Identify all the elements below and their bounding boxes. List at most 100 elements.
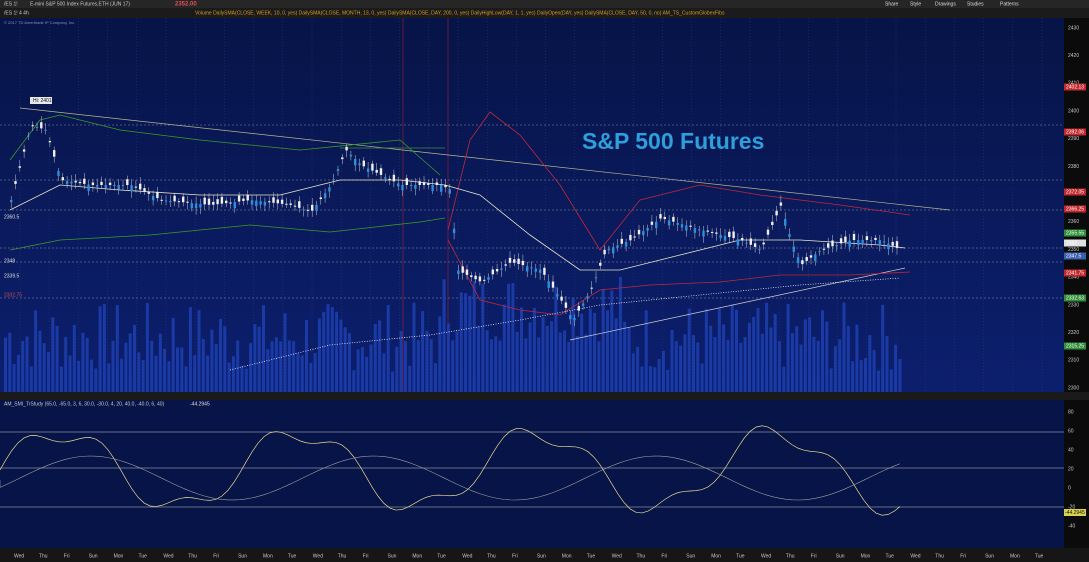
volume-bar [382, 353, 386, 392]
candle [895, 241, 899, 248]
candle [556, 294, 559, 297]
candle [250, 200, 254, 205]
candle [225, 200, 228, 204]
volume-bar [674, 341, 678, 392]
candle [143, 188, 146, 192]
candle [169, 200, 172, 203]
toolbar-button[interactable]: Style [910, 1, 921, 7]
study-signal [0, 455, 901, 501]
candle [728, 231, 731, 238]
price-marker [1064, 205, 1086, 213]
candle [431, 185, 434, 191]
candle [775, 210, 778, 216]
toolbar-button[interactable]: Share [885, 1, 899, 7]
candle [298, 201, 301, 208]
candle [569, 315, 572, 320]
candle [526, 266, 529, 272]
volume-bar [558, 332, 562, 392]
candle [74, 180, 77, 183]
candle [349, 154, 353, 157]
volume-bar [81, 332, 85, 392]
volume-bar [270, 341, 274, 392]
candle [689, 225, 692, 227]
candle [736, 239, 740, 246]
toolbar-button[interactable]: Studies [967, 1, 984, 7]
volume-bar [309, 362, 313, 392]
candle [534, 268, 537, 272]
study-value-box [1064, 509, 1086, 516]
volume-bar [868, 335, 872, 392]
candle [474, 275, 477, 280]
time-tick: Sun [388, 553, 397, 559]
volume-bar [227, 362, 231, 392]
volume-bar [25, 336, 29, 392]
volume-bar [283, 313, 287, 392]
time-axis [0, 548, 1089, 562]
volume-bar [206, 355, 210, 392]
volume-bar [434, 363, 437, 392]
volume-bar [403, 341, 407, 392]
candle [465, 269, 469, 275]
price-marker [1064, 294, 1086, 302]
volume-bar [876, 370, 880, 392]
candle [504, 264, 507, 266]
candle [891, 241, 894, 246]
volume-bar [343, 327, 347, 392]
volume-bar [692, 335, 695, 392]
candle [216, 199, 219, 205]
time-tick: Thu [786, 553, 795, 559]
candle [440, 185, 443, 192]
volume-bar [330, 307, 334, 392]
study-line [0, 425, 901, 516]
volume-bar [12, 363, 16, 392]
candle [18, 166, 21, 168]
toolbar-button[interactable]: Patterns [1000, 1, 1019, 7]
candle [199, 203, 202, 208]
last-price: 2352.00 [175, 2, 197, 8]
volume-bar [550, 321, 554, 392]
time-tick: Mon [562, 553, 572, 559]
avg-dotted [229, 277, 901, 371]
candle [792, 246, 795, 252]
candle [882, 241, 886, 243]
volume-bar [184, 366, 188, 392]
candle [616, 245, 619, 248]
volume-bar [687, 308, 691, 392]
volume-bar [395, 346, 399, 392]
studies-bar [0, 8, 1089, 18]
volume-bar [649, 366, 652, 392]
candle [594, 277, 598, 279]
volume-bar [180, 347, 184, 392]
volume-bar [790, 333, 794, 392]
volume-bar [150, 340, 154, 392]
red-band [447, 239, 911, 316]
volume-bar [872, 349, 876, 392]
candle [319, 197, 322, 200]
candle [384, 177, 387, 179]
candle [878, 240, 881, 246]
red-band [447, 111, 911, 251]
price-marker-label: 2402.13 [1066, 84, 1084, 90]
candle [577, 305, 580, 311]
candle [263, 201, 267, 206]
toolbar-button[interactable]: Drawings [935, 1, 956, 7]
volume-bar [838, 339, 842, 392]
volume-bar [141, 360, 145, 392]
volume-bar [515, 331, 519, 392]
candle [35, 126, 39, 128]
candle [422, 182, 426, 185]
volume-bar [137, 352, 141, 392]
high-box [30, 97, 52, 104]
price-tick: 2390 [1068, 136, 1079, 142]
time-tick: Tue [437, 553, 446, 559]
volume-bar [739, 342, 743, 392]
volume-bar [666, 369, 670, 392]
candle [14, 181, 17, 184]
candle [212, 201, 215, 205]
candle [126, 179, 129, 185]
time-tick: Thu [338, 553, 347, 559]
chart-title: S&P 500 Futures [582, 128, 764, 154]
candle [887, 243, 890, 250]
candle [293, 205, 297, 207]
candle [289, 203, 292, 205]
